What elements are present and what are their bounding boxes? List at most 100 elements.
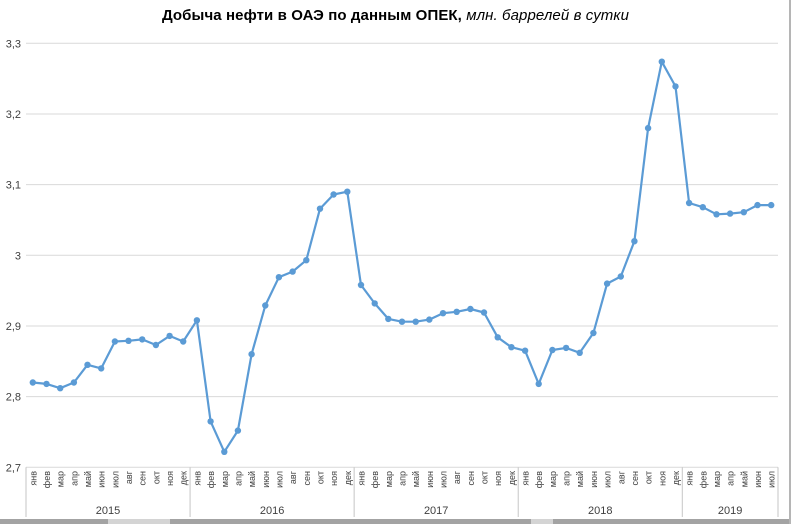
year-label: 2016 (260, 505, 284, 517)
y-tick-label: 3,2 (6, 109, 21, 121)
year-label: 2019 (718, 505, 742, 517)
data-point (152, 341, 160, 349)
scrollbar-thumb[interactable] (108, 519, 170, 524)
month-tick-label: авг (452, 470, 462, 484)
data-point (43, 380, 50, 388)
month-tick-label: авг (288, 470, 298, 484)
month-tick-label: дек (343, 471, 353, 485)
y-tick-label: 2,9 (6, 321, 21, 333)
month-tick-label: ноя (493, 471, 503, 486)
month-tick-label: апр (562, 471, 572, 486)
scrollbar-thumb[interactable] (531, 519, 553, 524)
data-point (672, 83, 679, 90)
data-point (371, 300, 378, 307)
month-tick-label: май (575, 471, 585, 487)
month-tick-label: апр (398, 471, 408, 486)
month-tick-label: мар (384, 471, 394, 487)
month-tick-label: июл (439, 471, 449, 488)
data-point (549, 346, 556, 354)
data-point (631, 238, 638, 245)
month-tick-label: мар (712, 471, 722, 487)
month-tick-label: июл (767, 471, 777, 488)
y-tick-label: 3,3 (6, 38, 21, 50)
data-point (467, 305, 474, 313)
month-tick-label: фев (206, 471, 216, 488)
month-tick-label: сен (138, 471, 148, 486)
month-tick-label: авг (124, 470, 134, 484)
y-tick-label: 3 (15, 250, 21, 262)
data-point (84, 361, 91, 368)
month-tick-label: фев (698, 471, 708, 488)
data-point (70, 379, 78, 386)
month-tick-label: май (83, 471, 93, 487)
data-point (385, 315, 392, 323)
month-tick-label: дек (179, 471, 189, 485)
data-point (357, 281, 365, 289)
month-tick-label: окт (644, 471, 654, 484)
month-tick-label: мар (548, 471, 558, 487)
data-point (535, 380, 542, 388)
month-tick-label: июн (753, 471, 763, 488)
y-tick-label: 2,7 (6, 462, 21, 474)
year-label: 2018 (588, 505, 612, 517)
month-tick-label: июл (110, 471, 120, 488)
data-point (768, 201, 775, 209)
data-point (740, 209, 747, 216)
y-tick-label: 2,8 (6, 392, 21, 404)
data-point (521, 347, 529, 354)
data-point (125, 337, 132, 344)
data-point (562, 344, 570, 352)
data-point (330, 191, 337, 198)
month-tick-label: апр (69, 471, 79, 486)
month-tick-label: янв (356, 471, 366, 486)
data-point (316, 205, 324, 212)
month-tick-label: фев (534, 471, 544, 488)
data-point (508, 344, 515, 351)
month-tick-label: июл (274, 471, 284, 488)
data-point (234, 427, 242, 434)
data-point (617, 273, 624, 280)
month-tick-label: апр (726, 471, 736, 486)
y-tick-label: 3,1 (6, 180, 21, 192)
month-tick-label: апр (233, 471, 243, 486)
data-point (221, 448, 228, 455)
data-point (248, 351, 255, 358)
data-point (713, 211, 720, 218)
month-tick-label: окт (480, 471, 490, 484)
month-tick-label: ноя (165, 471, 175, 486)
data-point (754, 201, 761, 209)
data-point (57, 385, 64, 392)
month-tick-label: июн (97, 471, 107, 488)
data-point (426, 316, 433, 323)
year-label: 2017 (424, 505, 448, 517)
data-point (453, 308, 460, 315)
month-tick-label: сен (630, 471, 640, 486)
month-tick-label: июл (603, 471, 613, 488)
chart-title-subtitle: млн. баррелей в сутки (461, 7, 630, 24)
horizontal-scrollbar-track[interactable] (0, 517, 791, 524)
month-tick-label: май (411, 471, 421, 487)
year-label: 2015 (96, 505, 120, 517)
data-line (31, 60, 773, 453)
data-point (576, 349, 583, 356)
data-point (590, 329, 597, 337)
month-tick-label: янв (28, 471, 38, 486)
month-tick-label: авг (616, 470, 626, 484)
data-point (603, 280, 611, 287)
month-tick-label: мар (56, 471, 66, 487)
month-tick-label: окт (151, 471, 161, 484)
data-point (303, 257, 310, 264)
window-right-border (789, 0, 791, 524)
data-point (111, 338, 119, 345)
month-tick-label: сен (302, 471, 312, 486)
month-tick-label: фев (42, 471, 52, 488)
month-tick-label: янв (192, 471, 202, 486)
data-point (685, 199, 693, 207)
month-tick-label: май (247, 471, 257, 487)
month-tick-label: фев (370, 471, 380, 488)
month-tick-label: май (739, 471, 749, 487)
month-tick-label: сен (466, 471, 476, 486)
data-point (658, 58, 665, 65)
